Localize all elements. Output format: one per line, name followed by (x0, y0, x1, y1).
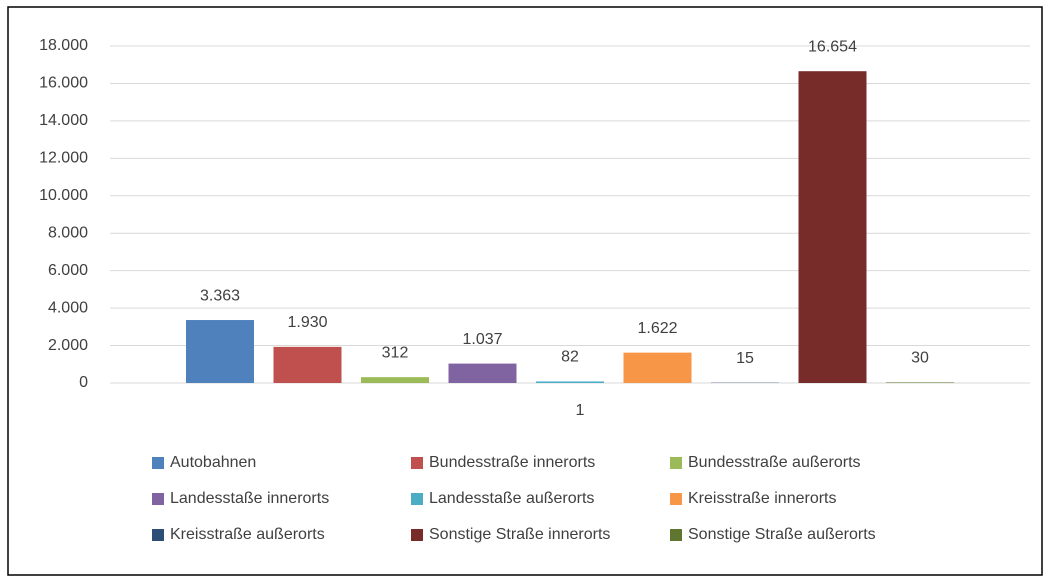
x-tick-label: 1 (576, 402, 585, 419)
legend-swatch (152, 493, 164, 505)
bar (449, 364, 517, 383)
data-label: 16.654 (808, 38, 857, 55)
data-label: 312 (382, 344, 409, 361)
data-label: 82 (561, 349, 579, 366)
y-tick-label: 16.000 (39, 75, 88, 92)
y-tick-label: 14.000 (39, 112, 88, 129)
bar (536, 381, 604, 383)
data-label: 3.363 (200, 287, 240, 304)
bar (624, 353, 692, 383)
legend-label: Bundesstraße innerorts (429, 454, 595, 471)
data-label: 1.037 (462, 331, 502, 348)
y-tick-label: 18.000 (39, 37, 88, 54)
bar (186, 320, 254, 383)
data-label: 1.622 (637, 320, 677, 337)
legend-label: Landesstaße außerorts (429, 490, 594, 507)
bar (886, 382, 954, 383)
legend-swatch (670, 493, 682, 505)
y-tick-label: 10.000 (39, 187, 88, 204)
legend-swatch (670, 529, 682, 541)
y-tick-label: 4.000 (48, 299, 88, 316)
legend-swatch (411, 457, 423, 469)
legend-label: Sonstige Straße außerorts (688, 526, 876, 543)
legend-label: Landesstaße innerorts (170, 490, 329, 507)
bar (361, 377, 429, 383)
legend-label: Bundesstraße außerorts (688, 454, 861, 471)
legend-label: Kreisstraße innerorts (688, 490, 837, 507)
y-tick-label: 8.000 (48, 224, 88, 241)
y-tick-label: 6.000 (48, 262, 88, 279)
y-tick-label: 0 (79, 374, 88, 391)
data-label: 15 (736, 350, 754, 367)
bar (799, 71, 867, 383)
y-tick-label: 2.000 (48, 337, 88, 354)
data-label: 1.930 (287, 314, 327, 331)
legend-swatch (411, 493, 423, 505)
legend-swatch (152, 529, 164, 541)
legend-swatch (411, 529, 423, 541)
legend-label: Autobahnen (170, 454, 256, 471)
legend-label: Kreisstraße außerorts (170, 526, 325, 543)
bar (274, 347, 342, 383)
legend-swatch (670, 457, 682, 469)
y-tick-label: 12.000 (39, 150, 88, 167)
legend-swatch (152, 457, 164, 469)
legend-label: Sonstige Straße innerorts (429, 526, 610, 543)
data-label: 30 (911, 350, 929, 367)
